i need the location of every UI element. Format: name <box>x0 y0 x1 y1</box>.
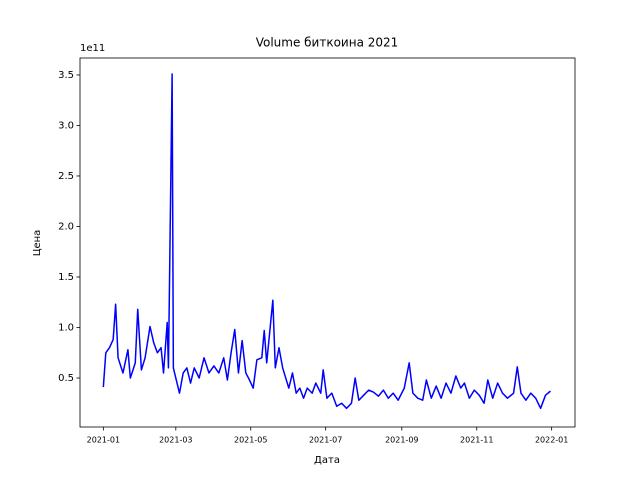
x-axis-label: Дата <box>314 455 340 466</box>
x-tick-label: 2021-03 <box>159 436 192 445</box>
x-tick-label: 2021-07 <box>309 436 342 445</box>
y-tick-label: 1.0 <box>58 323 74 334</box>
y-tick-label: 2.5 <box>58 171 74 182</box>
x-tick-label: 2021-09 <box>385 436 418 445</box>
x-tick-label: 2021-11 <box>460 436 493 445</box>
y-tick-label: 3.5 <box>58 70 74 81</box>
y-tick-label: 0.5 <box>58 373 74 384</box>
line-series <box>102 73 551 410</box>
x-tick-label: 2021-05 <box>234 436 267 445</box>
chart-title: Volume биткоина 2021 <box>256 36 399 50</box>
y-tick-label: 2.0 <box>58 221 74 232</box>
plot-frame <box>79 57 576 428</box>
x-tick-label: 2022-01 <box>535 436 568 445</box>
y-offset-label: 1e11 <box>80 43 105 54</box>
y-tick-label: 3.0 <box>58 120 74 131</box>
y-tick-label: 1.5 <box>58 272 74 283</box>
y-axis-label: Цена <box>32 230 43 257</box>
x-tick-label: 2021-01 <box>87 436 120 445</box>
